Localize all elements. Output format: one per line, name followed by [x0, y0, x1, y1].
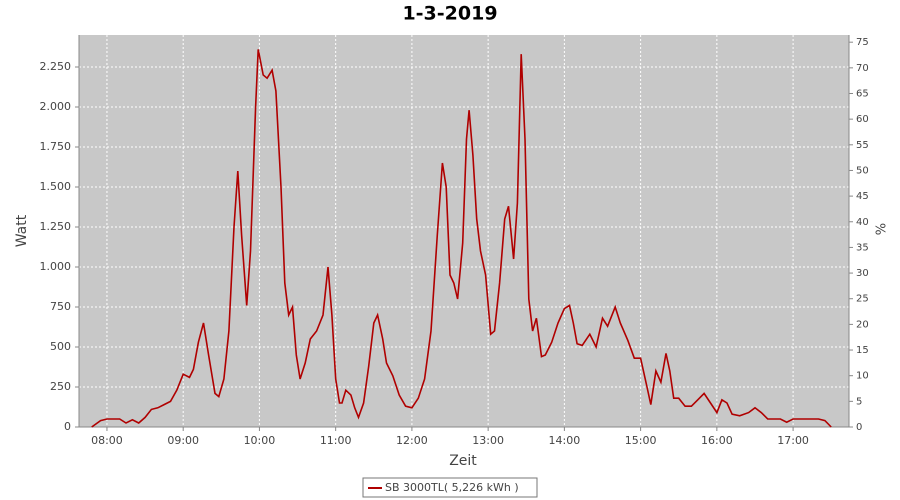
- data-line: [91, 49, 832, 428]
- x-tick-label: 14:00: [549, 434, 581, 447]
- x-tick-label: 10:00: [244, 434, 276, 447]
- x-tick-label: 09:00: [167, 434, 199, 447]
- y-tick-label: 1.250: [40, 220, 72, 233]
- y2-axis-label: %: [875, 223, 890, 235]
- y2-tick-label: 5: [856, 396, 862, 407]
- y-tick-label: 2.250: [40, 60, 72, 73]
- y2-tick-label: 0: [856, 422, 862, 433]
- y2-tick-label: 30: [856, 268, 869, 279]
- y-tick-label: 1.000: [40, 260, 72, 273]
- y2-tick-label: 50: [856, 165, 869, 176]
- x-tick-label: 12:00: [396, 434, 428, 447]
- y2-tick-label: 65: [856, 88, 869, 99]
- y-tick-label: 1.500: [40, 180, 72, 193]
- x-tick-label: 08:00: [91, 434, 123, 447]
- y2-tick-label: 40: [856, 217, 869, 228]
- x-tick-label: 13:00: [472, 434, 504, 447]
- y2-tick-label: 35: [856, 242, 869, 253]
- y2-tick-label: 25: [856, 294, 869, 305]
- y2-tick-label: 10: [856, 371, 869, 382]
- legend-label: SB 3000TL( 5,226 kWh ): [385, 481, 519, 494]
- x-axis-label: Zeit: [449, 453, 477, 469]
- x-tick-label: 17:00: [777, 434, 809, 447]
- x-tick-label: 15:00: [625, 434, 657, 447]
- y2-tick-label: 55: [856, 140, 869, 151]
- x-tick-label: 11:00: [320, 434, 352, 447]
- plot-area: [79, 35, 849, 427]
- y2-tick-label: 60: [856, 114, 869, 125]
- y2-tick-label: 75: [856, 37, 869, 48]
- x-tick-label: 16:00: [701, 434, 733, 447]
- y-tick-label: 2.000: [40, 100, 72, 113]
- y-axis-label: Watt: [14, 214, 30, 247]
- y-tick-label: 250: [50, 380, 71, 393]
- chart-title: 1-3-2019: [402, 3, 497, 25]
- y2-tick-label: 45: [856, 191, 869, 202]
- y2-tick-label: 20: [856, 319, 869, 330]
- y2-tick-label: 70: [856, 63, 869, 74]
- y-tick-label: 0: [64, 420, 71, 433]
- y-tick-label: 500: [50, 340, 71, 353]
- y-tick-label: 1.750: [40, 140, 72, 153]
- y2-tick-label: 15: [856, 345, 869, 356]
- y-tick-label: 750: [50, 300, 71, 313]
- legend: [362, 477, 538, 498]
